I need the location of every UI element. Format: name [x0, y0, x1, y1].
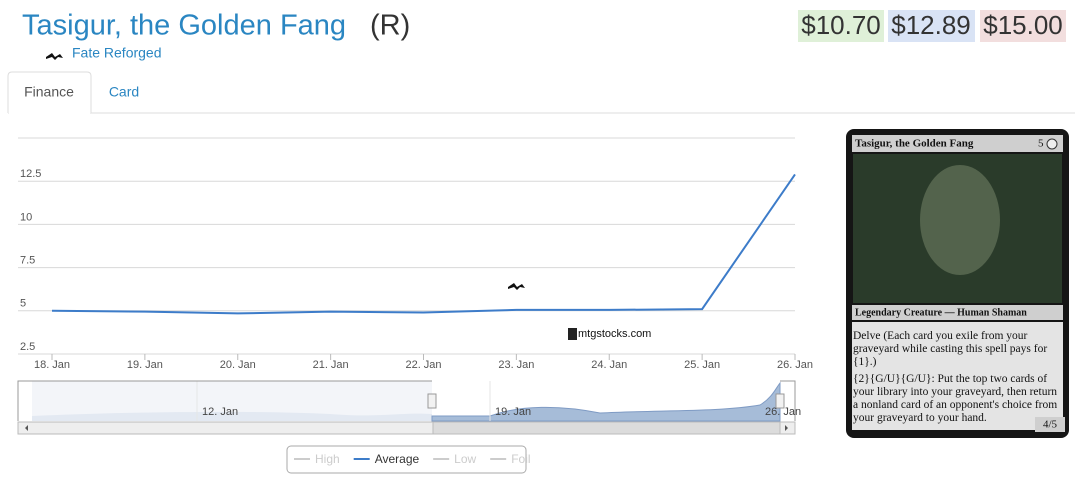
- x-tick-label: 22. Jan: [405, 359, 441, 371]
- tab-finance[interactable]: Finance: [24, 84, 74, 100]
- price-high-box: [980, 10, 1066, 42]
- watermark-logo: [568, 328, 577, 340]
- legend-item[interactable]: Foil: [511, 452, 530, 466]
- tab-card[interactable]: Card: [109, 84, 139, 100]
- card-type-bar: [852, 305, 1063, 320]
- y-tick-label: 10: [20, 211, 32, 223]
- card-pt-box: [1035, 417, 1065, 432]
- x-tick-label: 21. Jan: [313, 359, 349, 371]
- card-name: Tasigur, the Golden Fang: [855, 138, 974, 150]
- x-tick-label: 26. Jan: [777, 359, 813, 371]
- card-type: Legendary Creature — Human Shaman: [855, 307, 1027, 318]
- x-tick-label: 18. Jan: [34, 359, 70, 371]
- y-tick-label: 2.5: [20, 341, 35, 353]
- x-tick-label: 24. Jan: [591, 359, 627, 371]
- x-tick-label: 23. Jan: [498, 359, 534, 371]
- price-avg: $12.89: [891, 10, 971, 40]
- navigator-handle[interactable]: [775, 393, 785, 409]
- y-tick-label: 5: [20, 298, 26, 310]
- navigator-label: 19. Jan: [495, 406, 531, 418]
- card-rule: Delve (Each card you exile from your gra…: [853, 330, 1048, 368]
- card-rules: Delve (Each card you exile from your gra…: [853, 330, 1063, 429]
- price-avg-box: [888, 10, 975, 42]
- series-line: [51, 173, 796, 315]
- legend: High Average Low Foil: [294, 452, 531, 466]
- card-rule: {2}{G/U}{G/U}: Put the top two cards of …: [853, 373, 1058, 424]
- price-low: $10.70: [801, 10, 881, 40]
- price-low-box: [798, 10, 884, 42]
- legend-item[interactable]: High: [315, 452, 340, 466]
- watermark: mtgstocks.com: [578, 328, 651, 340]
- tab-cover: [9, 110, 90, 115]
- y-tick-label: 12.5: [20, 168, 41, 180]
- navigator-handle[interactable]: [427, 393, 437, 409]
- card-name-bar: [852, 135, 1063, 152]
- legend-item[interactable]: Average: [375, 452, 420, 466]
- navigator-outline: [17, 380, 796, 421]
- card-title[interactable]: Tasigur, the Golden Fang: [22, 10, 346, 42]
- navigator-label: 12. Jan: [202, 406, 238, 418]
- navigator-area: [431, 381, 781, 422]
- y-tick-label: 7.5: [20, 255, 35, 267]
- set-link[interactable]: Fate Reforged: [72, 45, 162, 61]
- set-icon: [46, 53, 63, 60]
- legend-item[interactable]: Low: [454, 452, 476, 466]
- navigator-area-out: [32, 411, 432, 421]
- plot: 2.5 5 7.5 10 12.5 18. Jan 19. Jan 20. Jan 21. Ja…: [18, 168, 813, 371]
- price-high: $15.00: [983, 10, 1063, 40]
- card-text-box: [852, 322, 1063, 430]
- rarity: (R): [370, 10, 410, 42]
- scrollbar-thumb[interactable]: [432, 421, 781, 435]
- navigator-label: 26. Jan: [765, 406, 801, 418]
- mana-symbol: [1046, 138, 1058, 150]
- x-tick-label: 20. Jan: [220, 359, 256, 371]
- x-tick-label: 19. Jan: [127, 359, 163, 371]
- card-art-figure: [920, 165, 1000, 275]
- x-tick-label: 25. Jan: [684, 359, 720, 371]
- card-pt: 4/5: [1043, 419, 1058, 431]
- legend-box: [286, 445, 527, 474]
- tab-active: [7, 71, 92, 113]
- watermark-icon: [508, 283, 525, 290]
- card-mana: 5: [1038, 138, 1044, 150]
